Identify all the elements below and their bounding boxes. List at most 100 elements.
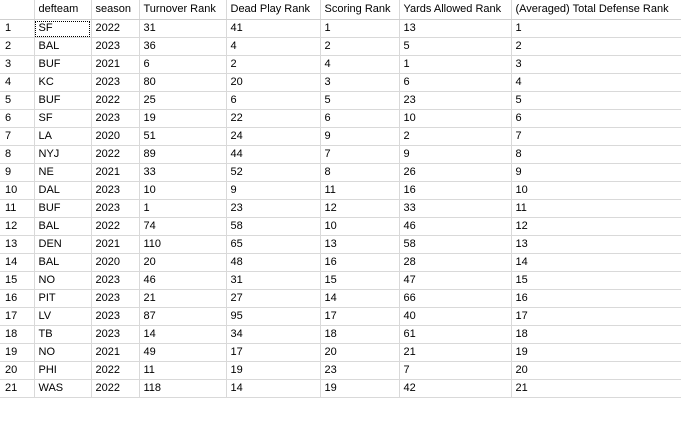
cell-turnover-rank[interactable]: 89 (139, 145, 227, 164)
cell-scoring-rank[interactable]: 17 (320, 307, 400, 326)
cell-scoring-rank[interactable]: 5 (320, 91, 400, 110)
cell-total-defense-rank[interactable]: 7 (511, 127, 681, 146)
cell-total-defense-rank[interactable]: 10 (511, 181, 681, 200)
row-number[interactable]: 21 (0, 379, 35, 398)
cell-season[interactable]: 2022 (91, 91, 140, 110)
cell-turnover-rank[interactable]: 74 (139, 217, 227, 236)
cell-dead-play-rank[interactable]: 20 (226, 73, 321, 92)
cell-dead-play-rank[interactable]: 44 (226, 145, 321, 164)
cell-total-defense-rank[interactable]: 19 (511, 343, 681, 362)
cell-yards-allowed-rank[interactable]: 2 (399, 127, 512, 146)
table-row[interactable]: 12 BAL 2022 74 58 10 46 12 (0, 217, 681, 236)
cell-total-defense-rank[interactable]: 13 (511, 235, 681, 254)
cell-turnover-rank[interactable]: 33 (139, 163, 227, 182)
table-row[interactable]: 13 DEN 2021 110 65 13 58 13 (0, 235, 681, 254)
cell-total-defense-rank[interactable]: 20 (511, 361, 681, 380)
table-row[interactable]: 17 LV 2023 87 95 17 40 17 (0, 307, 681, 326)
cell-defteam[interactable]: LA (34, 127, 92, 146)
cell-season[interactable]: 2022 (91, 145, 140, 164)
cell-turnover-rank[interactable]: 21 (139, 289, 227, 308)
cell-scoring-rank[interactable]: 13 (320, 235, 400, 254)
cell-season[interactable]: 2021 (91, 55, 140, 74)
cell-dead-play-rank[interactable]: 58 (226, 217, 321, 236)
cell-total-defense-rank[interactable]: 5 (511, 91, 681, 110)
cell-yards-allowed-rank[interactable]: 40 (399, 307, 512, 326)
cell-scoring-rank[interactable]: 11 (320, 181, 400, 200)
row-number[interactable]: 10 (0, 181, 35, 200)
cell-scoring-rank[interactable]: 19 (320, 379, 400, 398)
cell-dead-play-rank[interactable]: 34 (226, 325, 321, 344)
cell-total-defense-rank[interactable]: 9 (511, 163, 681, 182)
row-number[interactable]: 3 (0, 55, 35, 74)
cell-defteam[interactable]: WAS (34, 379, 92, 398)
cell-defteam[interactable]: BAL (34, 253, 92, 272)
cell-season[interactable]: 2020 (91, 253, 140, 272)
table-row[interactable]: 11 BUF 2023 1 23 12 33 11 (0, 199, 681, 218)
cell-dead-play-rank[interactable]: 4 (226, 37, 321, 56)
cell-turnover-rank[interactable]: 6 (139, 55, 227, 74)
cell-season[interactable]: 2023 (91, 289, 140, 308)
cell-scoring-rank[interactable]: 23 (320, 361, 400, 380)
cell-scoring-rank[interactable]: 2 (320, 37, 400, 56)
row-number[interactable]: 11 (0, 199, 35, 218)
cell-total-defense-rank[interactable]: 14 (511, 253, 681, 272)
column-header-dead-play-rank[interactable]: Dead Play Rank (226, 0, 321, 20)
cell-yards-allowed-rank[interactable]: 1 (399, 55, 512, 74)
cell-dead-play-rank[interactable]: 27 (226, 289, 321, 308)
cell-turnover-rank[interactable]: 46 (139, 271, 227, 290)
table-row[interactable]: 21 WAS 2022 118 14 19 42 21 (0, 379, 681, 398)
cell-season[interactable]: 2020 (91, 127, 140, 146)
cell-dead-play-rank[interactable]: 48 (226, 253, 321, 272)
cell-dead-play-rank[interactable]: 24 (226, 127, 321, 146)
cell-dead-play-rank[interactable]: 19 (226, 361, 321, 380)
row-number[interactable]: 19 (0, 343, 35, 362)
cell-turnover-rank[interactable]: 11 (139, 361, 227, 380)
row-number[interactable]: 6 (0, 109, 35, 128)
cell-season[interactable]: 2022 (91, 379, 140, 398)
row-number[interactable]: 7 (0, 127, 35, 146)
cell-turnover-rank[interactable]: 19 (139, 109, 227, 128)
row-number[interactable]: 15 (0, 271, 35, 290)
cell-turnover-rank[interactable]: 80 (139, 73, 227, 92)
cell-dead-play-rank[interactable]: 52 (226, 163, 321, 182)
cell-defteam[interactable]: PIT (34, 289, 92, 308)
cell-defteam[interactable]: PHI (34, 361, 92, 380)
row-number[interactable]: 13 (0, 235, 35, 254)
table-row[interactable]: 14 BAL 2020 20 48 16 28 14 (0, 253, 681, 272)
cell-total-defense-rank[interactable]: 21 (511, 379, 681, 398)
cell-yards-allowed-rank[interactable]: 28 (399, 253, 512, 272)
cell-scoring-rank[interactable]: 16 (320, 253, 400, 272)
cell-season[interactable]: 2021 (91, 163, 140, 182)
cell-defteam[interactable]: DAL (34, 181, 92, 200)
cell-defteam[interactable]: NYJ (34, 145, 92, 164)
cell-total-defense-rank[interactable]: 16 (511, 289, 681, 308)
cell-total-defense-rank[interactable]: 3 (511, 55, 681, 74)
table-row[interactable]: 9 NE 2021 33 52 8 26 9 (0, 163, 681, 182)
row-number[interactable]: 5 (0, 91, 35, 110)
cell-defteam[interactable]: BAL (34, 217, 92, 236)
cell-scoring-rank[interactable]: 1 (320, 19, 400, 38)
cell-yards-allowed-rank[interactable]: 42 (399, 379, 512, 398)
column-header-yards-allowed-rank[interactable]: Yards Allowed Rank (399, 0, 512, 20)
table-row[interactable]: 4 KC 2023 80 20 3 6 4 (0, 73, 681, 92)
column-header-season[interactable]: season (91, 0, 140, 20)
cell-scoring-rank[interactable]: 6 (320, 109, 400, 128)
cell-yards-allowed-rank[interactable]: 46 (399, 217, 512, 236)
cell-dead-play-rank[interactable]: 65 (226, 235, 321, 254)
cell-scoring-rank[interactable]: 3 (320, 73, 400, 92)
cell-dead-play-rank[interactable]: 9 (226, 181, 321, 200)
table-row[interactable]: 10 DAL 2023 10 9 11 16 10 (0, 181, 681, 200)
cell-defteam[interactable]: NO (34, 343, 92, 362)
cell-turnover-rank[interactable]: 118 (139, 379, 227, 398)
cell-yards-allowed-rank[interactable]: 16 (399, 181, 512, 200)
cell-defteam[interactable]: LV (34, 307, 92, 326)
cell-scoring-rank[interactable]: 20 (320, 343, 400, 362)
cell-turnover-rank[interactable]: 36 (139, 37, 227, 56)
cell-yards-allowed-rank[interactable]: 13 (399, 19, 512, 38)
cell-defteam[interactable]: SF (34, 109, 92, 128)
cell-season[interactable]: 2023 (91, 73, 140, 92)
cell-defteam[interactable]: SF (34, 19, 92, 38)
table-row[interactable]: 18 TB 2023 14 34 18 61 18 (0, 325, 681, 344)
row-number[interactable]: 17 (0, 307, 35, 326)
cell-scoring-rank[interactable]: 15 (320, 271, 400, 290)
